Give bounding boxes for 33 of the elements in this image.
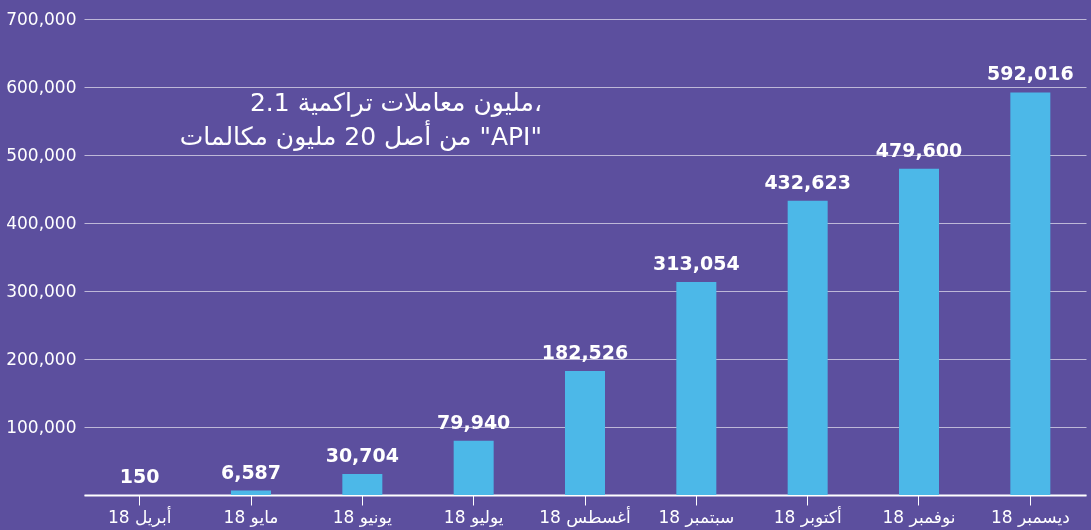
y-tick-label: 700,000 (6, 8, 77, 29)
y-tick-label: 300,000 (6, 280, 77, 301)
x-tick-label: يونيو 18 (332, 506, 393, 527)
x-tick-label: مايو 18 (223, 506, 279, 527)
y-tick-label: 600,000 (6, 76, 77, 97)
x-tick-label: سبتمبر 18 (658, 506, 735, 527)
data-label: 432,623 (764, 170, 851, 193)
bar (1010, 92, 1051, 495)
x-tick-label: أغسطس 18 (539, 505, 631, 527)
y-tick-label: 400,000 (6, 212, 77, 233)
bar (565, 370, 605, 495)
data-label: 30,704 (325, 444, 399, 467)
x-tick-label: أبريل 18 (107, 505, 172, 527)
y-tick-label: 100,000 (6, 416, 77, 437)
x-tick-label: ديسمبر 18 (990, 506, 1070, 527)
data-label: 592,016 (987, 62, 1074, 85)
data-label: 79,940 (437, 410, 511, 433)
data-label: 313,054 (653, 252, 740, 275)
x-tick-label: نوفمبر 18 (882, 506, 956, 527)
annotation: 2.1 مليون معاملات تراكمية، من أصل 20 مليون مكالمات "API" (179, 88, 542, 151)
bar (787, 200, 828, 495)
data-label: 6,587 (220, 460, 282, 483)
y-tick-label: 200,000 (6, 348, 77, 369)
data-label: 150 (119, 464, 160, 487)
bar (342, 474, 383, 495)
x-tick-label: أكتوبر 18 (773, 505, 842, 527)
data-label: 182,526 (541, 340, 629, 363)
y-tick-label: 500,000 (6, 144, 77, 165)
x-tick-label: يوليو 18 (443, 506, 504, 527)
data-label: 479,600 (875, 138, 963, 161)
bar (676, 282, 717, 495)
bar (453, 440, 494, 495)
bar (899, 168, 939, 495)
